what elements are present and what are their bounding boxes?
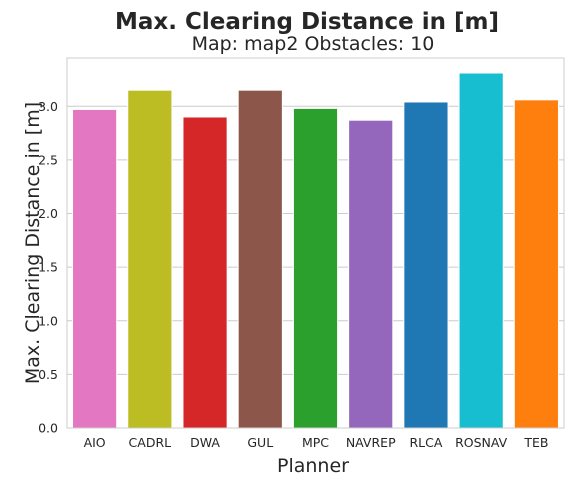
x-tick-label: ROSNAV <box>455 435 508 450</box>
x-axis-label: Planner <box>277 455 349 477</box>
y-tick-label: 0.0 <box>38 421 58 436</box>
x-tick-labels: AIO CADRL DWA GUL MPC NAVREP RLCA ROSNAV TEB <box>84 435 549 450</box>
x-tick-label: AIO <box>84 435 106 450</box>
y-tick-label: 3.0 <box>38 99 58 114</box>
y-tick-label: 2.0 <box>38 206 58 221</box>
bar-dwa <box>182 116 228 429</box>
bar-cadrl <box>127 89 173 429</box>
bars-layer <box>72 72 559 429</box>
x-tick-label: RLCA <box>409 435 442 450</box>
bar-rosnav <box>458 72 504 429</box>
x-tick-label: NAVREP <box>346 435 396 450</box>
y-tick-label: 2.5 <box>38 152 58 167</box>
y-tick-labels: 0.0 0.5 1.0 1.5 2.0 2.5 3.0 <box>38 99 58 436</box>
y-axis-label: Max. Clearing Distance in [m] <box>22 102 44 384</box>
plot-frame <box>66 57 565 429</box>
chart-title: Max. Clearing Distance in [m] <box>115 9 499 35</box>
x-tick-label: TEB <box>523 435 548 450</box>
y-tick-label: 1.5 <box>38 260 58 275</box>
x-tick-label: MPC <box>302 435 329 450</box>
x-tick-label: CADRL <box>129 435 172 450</box>
x-tick-label: GUL <box>247 435 273 450</box>
bar-aio <box>72 108 118 429</box>
bar-mpc <box>292 107 339 429</box>
x-tick-label: DWA <box>190 435 220 450</box>
bar-navrep <box>348 119 394 429</box>
y-tick-label: 0.5 <box>38 367 58 382</box>
y-tick-label: 1.0 <box>38 313 58 328</box>
bar-rlca <box>403 101 449 429</box>
bar-teb <box>513 99 559 429</box>
bar-gul <box>237 89 283 429</box>
chart-subtitle: Map: map2 Obstacles: 10 <box>192 33 435 55</box>
